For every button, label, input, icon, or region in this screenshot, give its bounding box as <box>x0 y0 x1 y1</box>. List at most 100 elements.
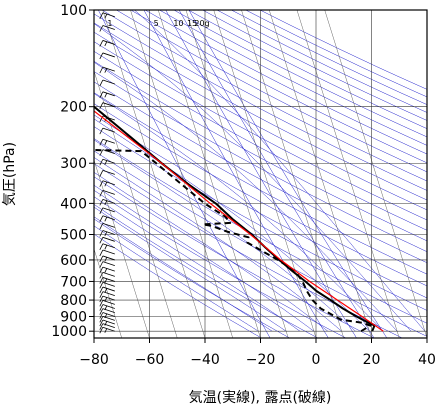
moist-adiabat-line <box>94 216 273 332</box>
dry-adiabat-line <box>145 10 427 155</box>
wind-barb-flag <box>99 237 104 244</box>
wind-barb-flag <box>99 272 104 279</box>
wind-barb-shaft <box>102 12 115 18</box>
wind-barb-flag <box>104 41 108 47</box>
wind-barb-flag <box>104 244 108 250</box>
wind-barb <box>99 230 115 237</box>
wind-barb-shaft <box>102 222 115 228</box>
x-tick-label: 20 <box>363 352 381 368</box>
wind-barb-shaft <box>102 170 115 175</box>
dry-adiabat-line <box>94 51 427 231</box>
dry-adiabat-line <box>231 10 427 105</box>
wind-barb <box>99 286 115 294</box>
wind-barb-shaft <box>102 215 115 221</box>
x-tick-label: 40 <box>418 352 436 368</box>
temperature-line <box>94 105 376 332</box>
wind-barb <box>99 40 115 47</box>
wind-barb <box>99 79 115 87</box>
wind-barb-flag <box>99 323 104 330</box>
wind-barb-shaft <box>102 315 115 321</box>
y-axis-title: 気圧(hPa) <box>2 142 18 206</box>
isotherm-line <box>241 10 344 338</box>
y-tick-label: 600 <box>60 253 87 269</box>
wind-barb-flag <box>99 79 104 87</box>
wind-barb-flag <box>99 327 104 334</box>
wind-barb-flag <box>99 266 104 274</box>
dry-adiabat-line <box>94 41 427 221</box>
wind-barb <box>99 12 115 19</box>
dry-adiabat-line <box>116 10 427 173</box>
moist-adiabat-line <box>134 10 426 332</box>
wind-barb <box>99 102 115 109</box>
wind-barb-flag <box>99 316 104 323</box>
mixing-ratio-line <box>143 10 329 338</box>
wind-barb <box>99 149 115 156</box>
isotherm-line <box>130 10 233 338</box>
wind-barb <box>99 315 115 323</box>
wind-barb <box>99 261 115 268</box>
wind-barb-shaft <box>102 236 115 242</box>
dry-adiabat-line <box>94 126 427 311</box>
wind-barb-flag <box>99 230 104 237</box>
wind-barb-flag <box>99 102 104 109</box>
wind-barb <box>99 243 115 250</box>
dry-adiabat-line <box>94 60 427 242</box>
dewpoint-line <box>94 149 372 333</box>
wind-barb <box>99 249 115 257</box>
wind-barb <box>99 158 115 166</box>
x-tick-label: −40 <box>190 352 220 368</box>
wind-barb-flag <box>104 68 108 73</box>
wind-barb-shaft <box>102 138 115 144</box>
moist-adiabat-line <box>94 184 315 332</box>
sounding-series <box>94 105 384 333</box>
wind-barb <box>99 215 115 222</box>
wind-barb-flag <box>99 40 104 47</box>
dry-adiabat-line <box>94 92 427 275</box>
dry-adiabat-line <box>130 10 427 164</box>
wind-barb-shaft <box>102 326 115 332</box>
wind-barb-shaft <box>102 127 115 133</box>
moist-adiabat-line <box>94 225 259 332</box>
wind-barb-shaft <box>102 277 115 282</box>
wind-barb-flag <box>104 231 108 237</box>
wind-barb-flag <box>104 200 108 206</box>
y-tick-label: 200 <box>60 100 87 116</box>
y-tick-label: 800 <box>60 293 87 309</box>
wind-barb-flag <box>99 127 104 135</box>
x-tick-label: −60 <box>135 352 165 368</box>
y-tick-label: 700 <box>60 274 87 290</box>
y-tick-label: 500 <box>60 228 87 244</box>
wind-barb-shaft <box>102 158 115 164</box>
isotherm-line <box>213 10 317 338</box>
wind-barb-flag <box>99 319 104 327</box>
moist-adiabat-line <box>94 118 370 332</box>
wind-barb <box>99 52 115 60</box>
wind-barb <box>99 295 115 303</box>
dry-adiabat-line <box>94 233 262 338</box>
wind-barb-flag <box>99 207 104 215</box>
dry-adiabat-line <box>94 13 427 191</box>
wind-barb-flag <box>99 312 104 319</box>
wind-barb-flag <box>104 321 108 326</box>
wind-barb-shaft <box>102 102 115 108</box>
wind-barb-flag <box>99 277 104 284</box>
moist-adiabat-line <box>94 93 384 332</box>
wind-barb-shaft <box>102 66 115 72</box>
wind-barb <box>99 312 115 319</box>
y-tick-label: 100 <box>60 3 87 19</box>
wind-barb-shaft <box>102 281 115 287</box>
wind-barb-shaft <box>102 323 115 329</box>
dry-adiabat-line <box>94 204 318 338</box>
moist-adiabat-line <box>94 196 301 332</box>
moist-adiabat-line <box>94 172 328 332</box>
wind-barb <box>99 323 115 330</box>
wind-barb <box>99 266 115 274</box>
x-tick-label: −80 <box>79 352 109 368</box>
dry-adiabat-line <box>94 81 427 264</box>
wind-barb-shaft <box>102 149 115 155</box>
wind-barb-flag <box>104 13 108 19</box>
dry-adiabat-line <box>101 10 427 182</box>
wind-barb <box>99 180 115 187</box>
